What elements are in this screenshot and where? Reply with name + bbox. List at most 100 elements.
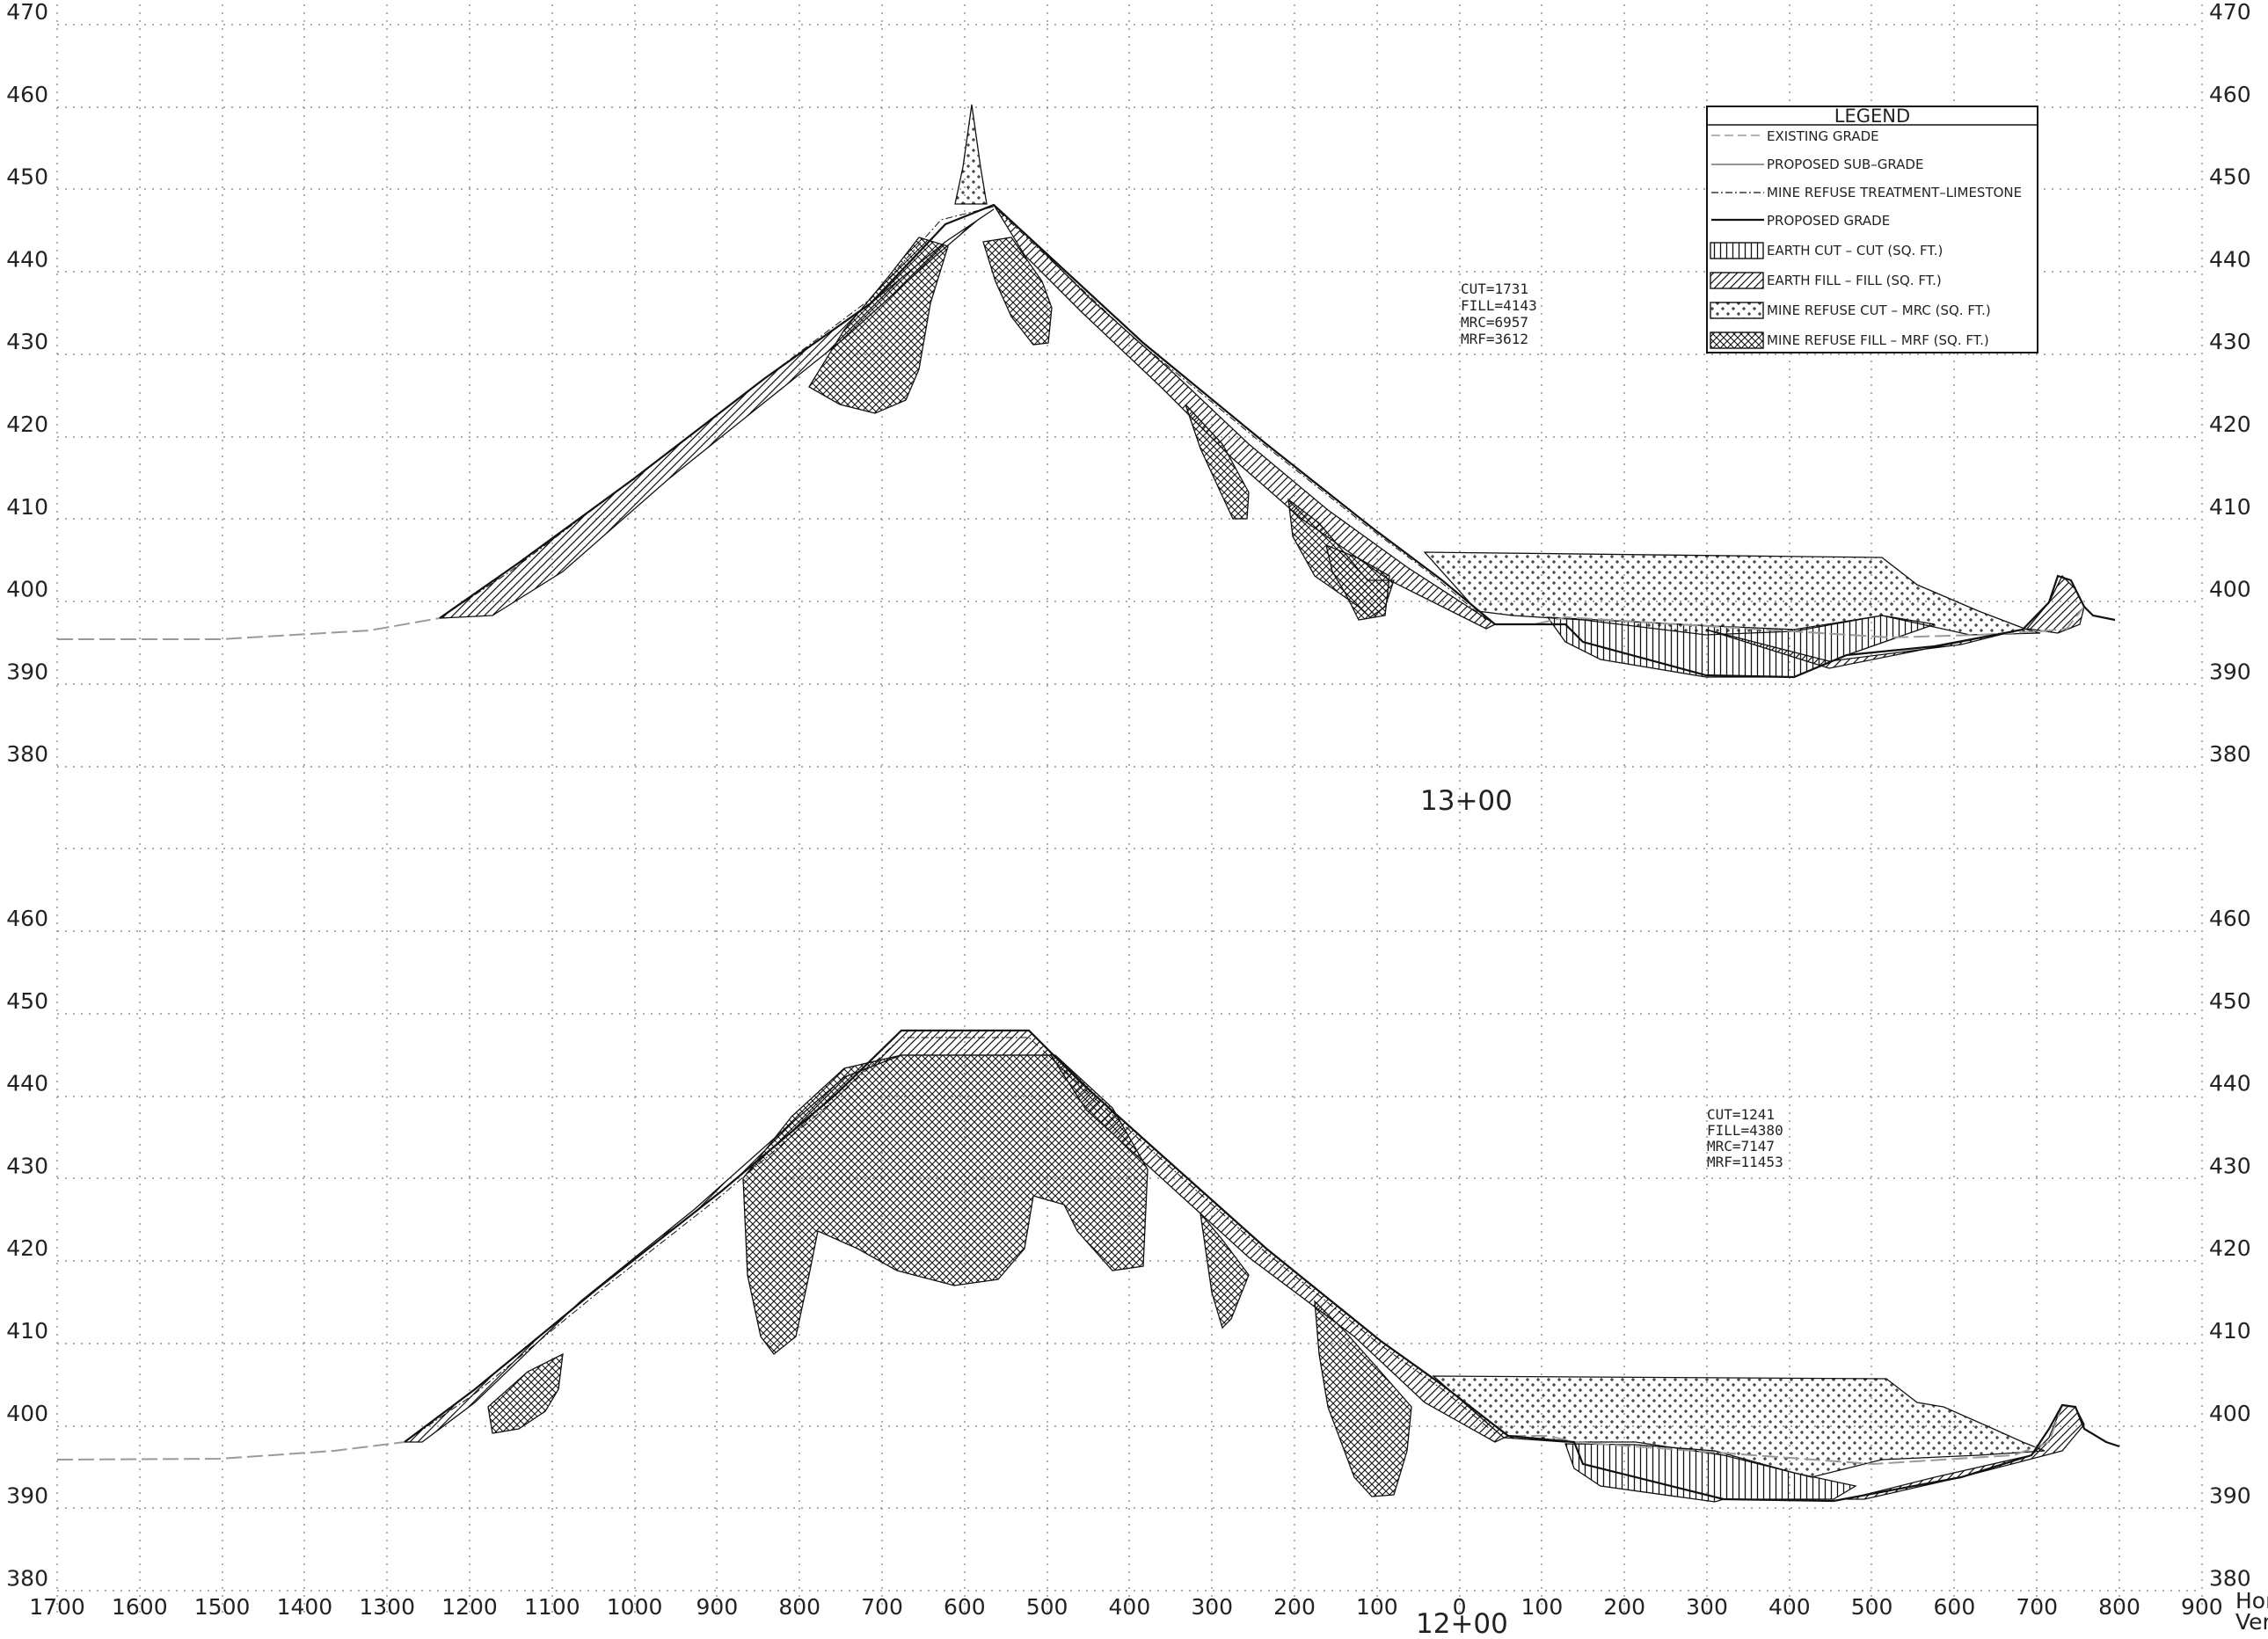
legend: LEGEND EXISTING GRADE PROPOSED SUB–GRADE… <box>1706 106 2038 353</box>
station-label-12-00: 12+00 <box>1416 1608 1508 1635</box>
offset-tick-label: 900 <box>696 1594 739 1620</box>
hatch-mrf-13 <box>808 237 1395 621</box>
elevation-tick-label: 410 <box>6 494 48 520</box>
offset-tick-label: 300 <box>1191 1594 1233 1620</box>
legend-label-mrf: MINE REFUSE FILL – MRF (SQ. FT.) <box>1767 332 1989 348</box>
qty-cut: CUT=1731 <box>1461 280 1528 297</box>
offset-tick-label: 800 <box>2098 1594 2140 1620</box>
elevation-tick-label: 410 <box>2209 1318 2251 1344</box>
elevation-tick-label: 460 <box>6 82 48 107</box>
elevation-tick-label: 450 <box>6 164 48 190</box>
elevation-tick-label: 390 <box>2209 659 2251 684</box>
offset-tick-label: 1500 <box>194 1594 251 1620</box>
elevation-axis-left-top: 470 460 450 440 430 420 410 400 390 380 <box>6 0 48 767</box>
offset-tick-label: 1000 <box>607 1594 663 1620</box>
legend-swatch-fill <box>1710 272 1764 289</box>
elevation-tick-label: 440 <box>2209 1071 2251 1096</box>
elevation-tick-label: 460 <box>2209 82 2251 107</box>
offset-tick-label: 1300 <box>359 1594 415 1620</box>
hatch-mrc-12 <box>1432 1375 2046 1478</box>
elevation-tick-label: 440 <box>6 246 48 272</box>
legend-label-limestone: MINE REFUSE TREATMENT–LIMESTONE <box>1767 185 2022 200</box>
qty-mrc: MRC=6957 <box>1461 314 1528 331</box>
offset-tick-label: 1600 <box>112 1594 168 1620</box>
offset-tick-label: 800 <box>778 1594 820 1620</box>
elevation-tick-label: 460 <box>6 906 48 931</box>
elevation-tick-label: 390 <box>6 659 48 684</box>
grade-lines-12 <box>56 1029 2120 1503</box>
scale-note-hori: Hori <box>2235 1588 2268 1614</box>
scale-note-vert: Vert <box>2235 1609 2268 1635</box>
elevation-tick-label: 450 <box>2209 164 2251 190</box>
offset-tick-label: 200 <box>1273 1594 1316 1620</box>
elevation-tick-label: 430 <box>6 329 48 354</box>
elevation-tick-label: 440 <box>6 1071 48 1096</box>
elevation-tick-label: 410 <box>2209 494 2251 520</box>
elevation-tick-label: 380 <box>2209 1565 2251 1591</box>
offset-tick-label: 900 <box>2181 1594 2223 1620</box>
quantities-13-00: CUT=1731 FILL=4143 MRC=6957 MRF=3612 <box>1461 280 1537 347</box>
quantities-12-00: CUT=1241 FILL=4380 MRC=7147 MRF=11453 <box>1707 1106 1783 1170</box>
section-12-00 <box>56 1029 2120 1503</box>
qty-mrc: MRC=7147 <box>1707 1138 1775 1155</box>
hatch-cut-13 <box>1546 615 2015 678</box>
offset-tick-label: 500 <box>1851 1594 1893 1620</box>
offset-tick-label: 300 <box>1686 1594 1728 1620</box>
elevation-tick-label: 430 <box>6 1153 48 1178</box>
offset-tick-label: 0 <box>1453 1594 1467 1620</box>
elevation-tick-label: 470 <box>6 0 48 25</box>
elevation-tick-label: 380 <box>2209 741 2251 767</box>
qty-mrf: MRF=11453 <box>1707 1154 1783 1170</box>
legend-label-subgrade: PROPOSED SUB–GRADE <box>1767 157 1923 172</box>
qty-mrf: MRF=3612 <box>1461 331 1528 347</box>
offset-tick-label: 700 <box>2016 1594 2058 1620</box>
elevation-tick-label: 420 <box>6 412 48 437</box>
elevation-tick-label: 400 <box>2209 1401 2251 1426</box>
hatch-mrf-12 <box>487 1054 1412 1497</box>
qty-fill: FILL=4143 <box>1461 297 1537 314</box>
section-13-00 <box>57 104 2116 679</box>
elevation-tick-label: 420 <box>2209 412 2251 437</box>
elevation-tick-label: 400 <box>6 577 48 602</box>
grid <box>56 4 2203 1616</box>
offset-tick-label: 400 <box>1109 1594 1151 1620</box>
offset-tick-label: 200 <box>1603 1594 1645 1620</box>
elevation-tick-label: 470 <box>2209 0 2251 25</box>
hatch-cut-12 <box>1564 1443 1857 1503</box>
elevation-tick-label: 380 <box>6 1565 48 1591</box>
offset-tick-label: 1200 <box>441 1594 498 1620</box>
offset-tick-label: 600 <box>1934 1594 1976 1620</box>
offset-tick-label: 500 <box>1026 1594 1068 1620</box>
legend-label-fill: EARTH FILL – FILL (SQ. FT.) <box>1767 273 1942 288</box>
legend-label-grade: PROPOSED GRADE <box>1767 213 1890 229</box>
offset-tick-label: 100 <box>1356 1594 1398 1620</box>
offset-tick-label: 1400 <box>277 1594 333 1620</box>
legend-label-existing: EXISTING GRADE <box>1767 128 1879 144</box>
offset-tick-label: 600 <box>944 1594 986 1620</box>
elevation-tick-label: 430 <box>2209 329 2251 354</box>
offset-tick-label: 700 <box>861 1594 903 1620</box>
elevation-axis-left-bottom: 460 450 440 430 420 410 400 390 380 <box>6 906 48 1591</box>
elevation-tick-label: 400 <box>6 1401 48 1426</box>
grade-lines-13 <box>57 203 2116 679</box>
elevation-tick-label: 450 <box>2209 988 2251 1014</box>
elevation-tick-label: 390 <box>2209 1483 2251 1509</box>
legend-label-cut: EARTH CUT – CUT (SQ. FT.) <box>1767 243 1943 259</box>
offset-tick-label: 100 <box>1521 1594 1564 1620</box>
offset-tick-label: 1100 <box>524 1594 580 1620</box>
elevation-tick-label: 420 <box>2209 1235 2251 1261</box>
elevation-tick-label: 440 <box>2209 246 2251 272</box>
legend-swatch-mrc <box>1710 302 1764 319</box>
elevation-tick-label: 460 <box>2209 906 2251 931</box>
qty-cut: CUT=1241 <box>1707 1106 1775 1123</box>
station-label-13-00: 13+00 <box>1420 785 1513 817</box>
elevation-tick-label: 410 <box>6 1318 48 1344</box>
elevation-tick-label: 430 <box>2209 1153 2251 1178</box>
elevation-tick-label: 450 <box>6 988 48 1014</box>
legend-swatch-cut <box>1710 242 1764 259</box>
elevation-tick-label: 420 <box>6 1235 48 1261</box>
qty-fill: FILL=4380 <box>1707 1122 1783 1139</box>
legend-label-mrc: MINE REFUSE CUT – MRC (SQ. FT.) <box>1767 302 1991 318</box>
